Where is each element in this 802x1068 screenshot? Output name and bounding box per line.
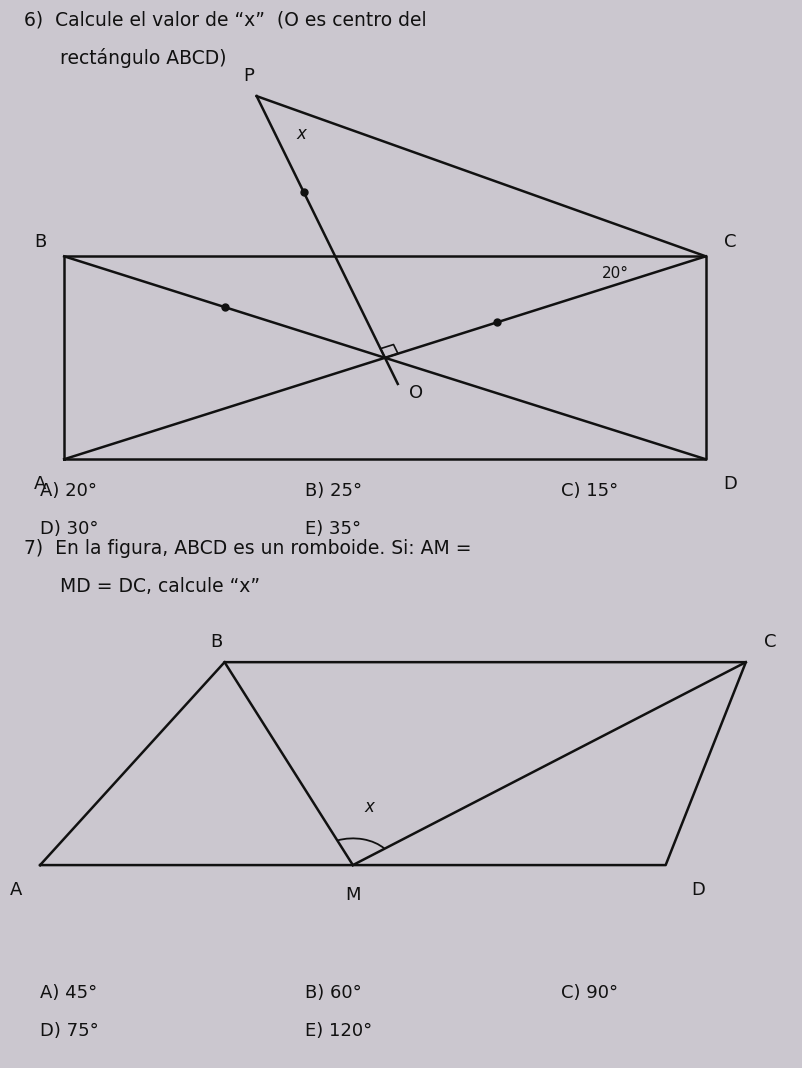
Text: C) 15°: C) 15°: [561, 483, 618, 500]
Text: 7)  En la figura, ABCD es un romboide. Si: AM =: 7) En la figura, ABCD es un romboide. Si…: [24, 539, 472, 559]
Text: D: D: [691, 881, 705, 899]
Text: x: x: [297, 125, 306, 143]
Text: O: O: [409, 384, 423, 403]
Text: MD = DC, calcule “x”: MD = DC, calcule “x”: [24, 577, 260, 596]
Text: B: B: [34, 233, 47, 251]
Text: B) 60°: B) 60°: [305, 985, 362, 1002]
Text: E) 120°: E) 120°: [305, 1022, 372, 1039]
Text: D) 75°: D) 75°: [40, 1022, 99, 1039]
Text: E) 35°: E) 35°: [305, 520, 361, 537]
Text: A) 45°: A) 45°: [40, 985, 97, 1002]
Text: C: C: [764, 633, 776, 651]
Text: D) 30°: D) 30°: [40, 520, 99, 537]
Text: rectángulo ABCD): rectángulo ABCD): [24, 48, 226, 68]
Text: B: B: [210, 633, 223, 651]
Text: P: P: [243, 67, 254, 85]
Text: D: D: [723, 475, 737, 493]
Text: A: A: [34, 475, 47, 493]
Text: x: x: [364, 798, 374, 816]
Text: A: A: [10, 881, 22, 899]
Text: 20°: 20°: [602, 266, 629, 281]
Text: C: C: [723, 233, 736, 251]
Text: M: M: [345, 886, 361, 905]
Text: 6)  Calcule el valor de “x”  (O es centro del: 6) Calcule el valor de “x” (O es centro …: [24, 11, 427, 30]
Text: B) 25°: B) 25°: [305, 483, 362, 500]
Text: C) 90°: C) 90°: [561, 985, 618, 1002]
Text: A) 20°: A) 20°: [40, 483, 97, 500]
